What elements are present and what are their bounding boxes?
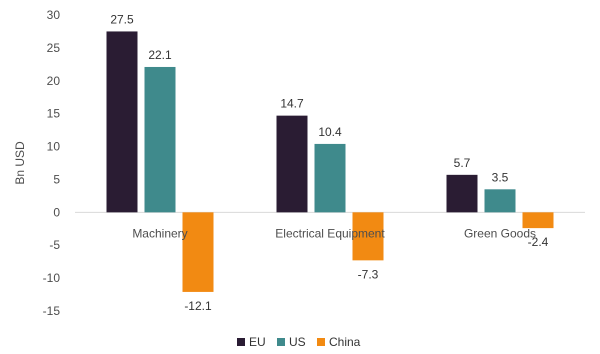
x-category-label: Machinery (132, 226, 187, 240)
legend-label-eu: EU (249, 335, 266, 349)
data-label: 3.5 (492, 170, 509, 184)
bar-china-1 (182, 212, 214, 292)
plot-area: 27.5 22.1 -12.1 Machinery 14.7 10.4 -7.3 Electr… (75, 12, 585, 313)
y-tick-label: 10 (47, 140, 61, 154)
y-tick-label: 25 (47, 41, 61, 55)
bar-eu-2 (276, 115, 308, 213)
legend: EU US China (237, 335, 361, 349)
bar-us-3 (484, 189, 516, 213)
x-category-label: Green Goods (464, 226, 536, 240)
y-tick-label: -10 (43, 271, 61, 285)
y-tick-label: 0 (53, 205, 60, 219)
y-tick-label: 30 (47, 8, 61, 22)
data-label: 5.7 (454, 156, 471, 170)
data-label: -7.3 (358, 267, 379, 281)
y-tick-label: -15 (43, 304, 61, 318)
data-label: -12.1 (184, 299, 212, 313)
legend-label-us: US (289, 335, 306, 349)
y-axis: 30 25 20 15 10 5 0 -5 -10 -15 (43, 8, 61, 318)
bar-us-2 (314, 143, 346, 213)
data-label: 10.4 (318, 125, 342, 139)
bar-eu-1 (106, 31, 138, 213)
y-tick-label: 20 (47, 74, 61, 88)
y-tick-label: -5 (49, 238, 60, 252)
data-label: 14.7 (280, 97, 304, 111)
bar-china-2 (352, 212, 384, 261)
legend-swatch-china (317, 338, 325, 346)
data-label: -2.4 (528, 235, 549, 249)
data-label: 22.1 (148, 48, 172, 62)
data-label: 27.5 (110, 12, 134, 26)
y-tick-label: 15 (47, 107, 61, 121)
y-axis-label: Bn USD (13, 141, 27, 185)
x-category-label: Electrical Equipment (275, 226, 385, 240)
bar-eu-3 (446, 174, 478, 213)
legend-swatch-eu (237, 338, 245, 346)
legend-label-china: China (329, 335, 361, 349)
y-tick-label: 5 (53, 172, 60, 186)
bar-china-3 (522, 212, 554, 229)
legend-swatch-us (277, 338, 285, 346)
bar-us-1 (144, 66, 176, 213)
